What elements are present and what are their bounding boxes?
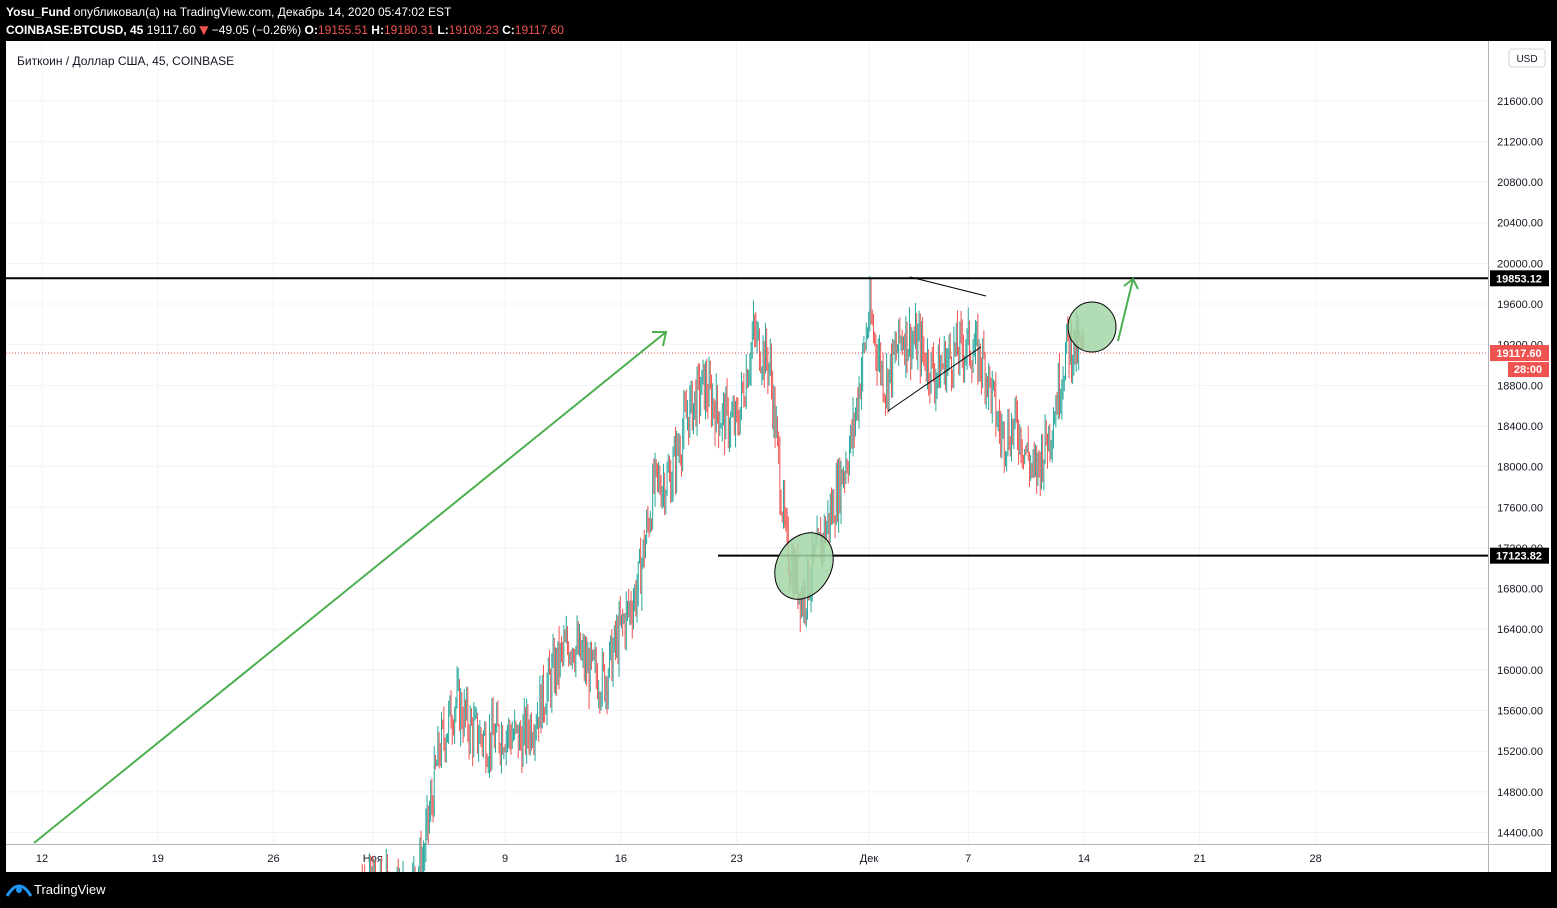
close-label: C: <box>502 23 515 37</box>
y-tick-label: 15200.00 <box>1497 746 1543 758</box>
price-chart[interactable]: 21600.00 21200.00 20800.00 20400.00 20000.00… <box>6 41 1551 872</box>
down-arrow-icon: ▼ <box>199 23 209 37</box>
breakout-arrow-line[interactable] <box>1117 278 1134 342</box>
currency-label: USD <box>1516 54 1537 65</box>
triangle-upper-line[interactable] <box>909 276 987 297</box>
publish-info: Yosu_Fund опубликовал(а) на TradingView.… <box>6 5 451 19</box>
current-price-label: 19117.60 <box>1496 348 1541 360</box>
symbol-label: COINBASE:BTCUSD, 45 <box>6 23 144 37</box>
trend-arrowhead[interactable] <box>652 331 668 347</box>
x-tick-label: 7 <box>965 853 971 865</box>
currency-badge[interactable]: USD <box>1508 48 1546 68</box>
candles <box>361 275 1084 872</box>
chart-legend-title: Биткоин / Доллар США, 45, COINBASE <box>15 53 237 69</box>
x-axis: 121926Ноя91623Дек7142128 <box>36 853 1322 865</box>
trend-arrow-line[interactable] <box>33 331 667 844</box>
y-tick-label: 14800.00 <box>1497 787 1543 799</box>
horizontal-levels: 19853.12 17123.82 <box>6 270 1549 564</box>
drawings[interactable] <box>33 276 1139 844</box>
open-label: O: <box>304 23 318 37</box>
current-ellipse[interactable] <box>1067 301 1117 353</box>
chart-area[interactable]: 21600.00 21200.00 20800.00 20400.00 20000.00… <box>6 41 1551 872</box>
tradingview-brand[interactable]: TradingView <box>34 882 106 897</box>
ohlc-info: COINBASE:BTCUSD, 45 19117.60 ▼ −49.05 (−… <box>6 23 564 37</box>
y-tick-label: 20000.00 <box>1497 258 1543 270</box>
y-tick-label: 20400.00 <box>1497 218 1543 230</box>
y-axis: 21600.00 21200.00 20800.00 20400.00 20000.00… <box>1497 96 1543 840</box>
open-value: 19155.51 <box>317 23 368 37</box>
x-tick-label: 12 <box>36 853 48 865</box>
y-tick-label: 18400.00 <box>1497 421 1543 433</box>
level-label-box <box>1490 270 1549 287</box>
close-value: 19117.60 <box>514 23 564 37</box>
y-tick-label: 16400.00 <box>1497 624 1543 636</box>
y-tick-label: 19600.00 <box>1497 299 1543 311</box>
y-tick-label: 16000.00 <box>1497 665 1543 677</box>
high-label: H: <box>371 23 384 37</box>
x-tick-label: 23 <box>731 853 743 865</box>
y-tick-label: 16800.00 <box>1497 584 1543 596</box>
currency-box[interactable] <box>1508 48 1546 68</box>
y-tick-label: 17600.00 <box>1497 502 1543 514</box>
x-tick-label: 19 <box>152 853 164 865</box>
high-value: 19180.31 <box>383 23 435 37</box>
y-tick-label: 14400.00 <box>1497 827 1543 839</box>
countdown-box <box>1508 362 1549 378</box>
published-text: опубликовал(а) на TradingView.com, Декаб… <box>73 5 452 19</box>
x-tick-label: 9 <box>502 853 508 865</box>
support-ellipse[interactable] <box>763 522 845 610</box>
footer: TradingView <box>0 872 1557 908</box>
countdown-label: 28:00 <box>1514 364 1542 376</box>
level-label: 19853.12 <box>1496 273 1542 285</box>
low-label: L: <box>437 23 449 37</box>
triangle-lower-line[interactable] <box>887 346 982 412</box>
low-value: 19108.23 <box>448 23 499 37</box>
current-price-box <box>1490 345 1549 362</box>
level-label: 17123.82 <box>1496 551 1542 563</box>
chart-header: Yosu_Fund опубликовал(а) на TradingView.… <box>0 0 1557 40</box>
breakout-arrowhead[interactable] <box>1123 277 1139 290</box>
y-tick-label: 21600.00 <box>1497 96 1543 108</box>
last-price: 19117.60 <box>146 23 196 37</box>
y-tick-label: 18000.00 <box>1497 462 1543 474</box>
y-tick-label: 20800.00 <box>1497 177 1543 189</box>
y-tick-label: 18800.00 <box>1497 380 1543 392</box>
y-tick-label: 15600.00 <box>1497 706 1543 718</box>
x-tick-label: 21 <box>1194 853 1206 865</box>
tradingview-logo-icon[interactable] <box>6 882 32 898</box>
x-tick-label: 28 <box>1309 853 1321 865</box>
x-tick-label: 26 <box>267 853 279 865</box>
x-tick-label: 16 <box>615 853 627 865</box>
current-price-badge: 19117.60 28:00 <box>1490 345 1549 378</box>
grid <box>6 41 1488 844</box>
x-tick-label: 14 <box>1078 853 1090 865</box>
author-name[interactable]: Yosu_Fund <box>6 5 71 19</box>
y-tick-label: 21200.00 <box>1497 136 1543 148</box>
level-label-box <box>1490 547 1549 564</box>
price-change: −49.05 (−0.26%) <box>211 23 302 37</box>
x-tick-label: Дек <box>860 853 879 865</box>
